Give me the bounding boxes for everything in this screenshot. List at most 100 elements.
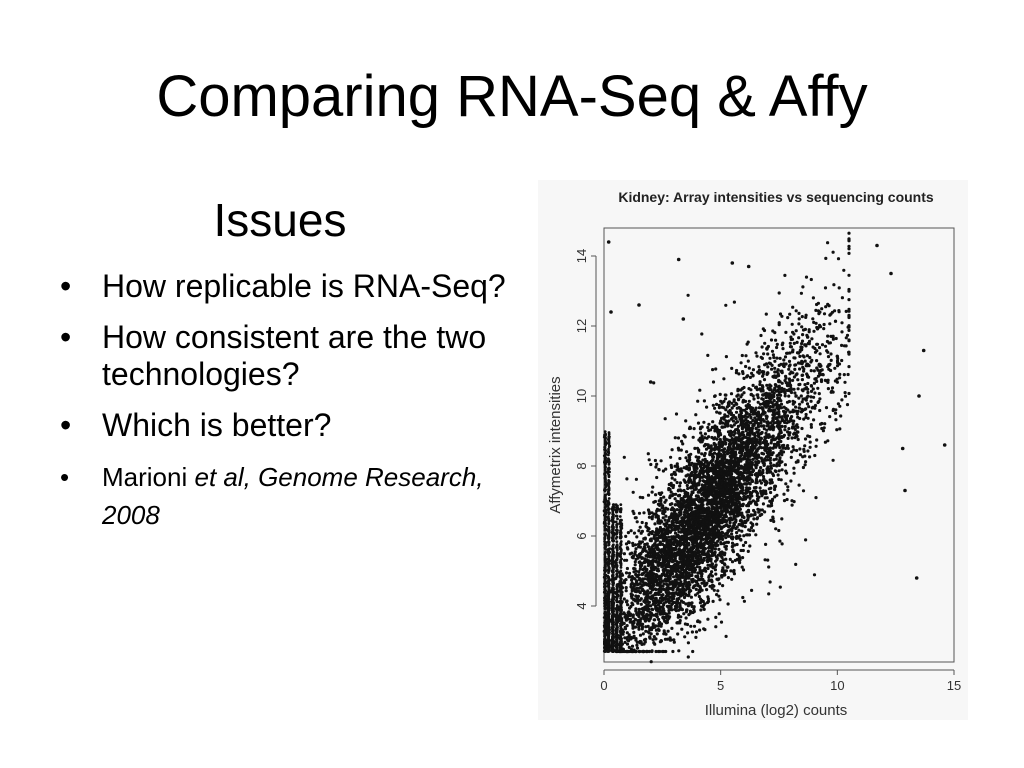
scatter-point <box>718 598 722 602</box>
scatter-point <box>767 409 771 413</box>
scatter-point <box>753 451 757 455</box>
scatter-point <box>676 436 681 440</box>
scatter-point <box>771 472 775 476</box>
scatter-point <box>673 472 678 477</box>
scatter-point <box>778 461 782 465</box>
scatter-point <box>768 427 772 431</box>
scatter-point <box>826 387 830 391</box>
scatter-point <box>657 628 661 632</box>
scatter-point <box>646 630 650 634</box>
scatter-point <box>730 508 735 512</box>
scatter-point <box>682 612 686 616</box>
scatter-point <box>804 275 809 279</box>
scatter-point <box>637 649 641 654</box>
scatter-point <box>647 617 651 621</box>
scatter-point <box>703 628 707 632</box>
scatter-point <box>758 382 762 387</box>
scatter-point <box>656 581 660 585</box>
bullet-dot: • <box>60 268 72 304</box>
scatter-point <box>816 374 820 378</box>
scatter-point <box>771 353 775 357</box>
scatter-point <box>805 354 809 358</box>
scatter-point <box>828 341 832 345</box>
scatter-point <box>635 535 639 539</box>
scatter-point <box>734 436 738 440</box>
scatter-point <box>658 620 662 624</box>
scatter-point <box>741 543 746 547</box>
scatter-point <box>701 517 705 521</box>
scatter-point <box>819 364 823 368</box>
scatter-point <box>672 540 676 544</box>
scatter-point <box>812 320 816 324</box>
scatter-point <box>755 354 759 358</box>
scatter-point <box>671 649 675 654</box>
scatter-point <box>703 451 707 456</box>
scatter-point <box>748 544 752 548</box>
scatter-point <box>754 533 758 537</box>
scatter-point <box>646 603 650 607</box>
scatter-point <box>761 475 766 479</box>
scatter-point <box>757 428 761 432</box>
scatter-point <box>644 521 648 526</box>
scatter-point <box>628 606 632 610</box>
scatter-point <box>668 615 672 619</box>
scatter-point <box>775 342 779 346</box>
scatter-point <box>708 500 712 504</box>
scatter-point <box>662 512 666 516</box>
scatter-point <box>783 424 787 429</box>
scatter-point <box>772 519 776 524</box>
scatter-point <box>798 402 802 406</box>
scatter-point <box>737 435 741 439</box>
scatter-point <box>714 460 718 464</box>
scatter-point <box>761 468 765 472</box>
scatter-point <box>684 456 688 460</box>
scatter-point <box>665 530 669 534</box>
scatter-point <box>667 592 671 596</box>
scatter-point <box>719 420 723 424</box>
scatter-point <box>689 473 693 477</box>
scatter-point <box>808 455 812 459</box>
scatter-point <box>722 377 726 381</box>
scatter-point <box>776 368 780 372</box>
scatter-point <box>731 525 735 529</box>
scatter-point <box>696 506 701 510</box>
scatter-point <box>673 604 677 609</box>
scatter-point <box>663 518 667 522</box>
scatter-point <box>664 544 668 548</box>
scatter-point <box>780 381 784 385</box>
scatter-point <box>675 597 680 601</box>
scatter-point <box>769 518 773 522</box>
scatter-point <box>726 410 730 414</box>
scatter-point <box>807 405 811 409</box>
scatter-point <box>634 569 638 573</box>
scatter-point <box>721 584 725 588</box>
scatter-point <box>724 408 728 412</box>
scatter-point <box>789 455 793 459</box>
scatter-point <box>690 630 694 634</box>
scatter-point <box>706 425 710 430</box>
scatter-point <box>808 445 812 449</box>
scatter-point <box>716 469 720 473</box>
scatter-point <box>755 522 759 526</box>
scatter-point <box>818 371 822 375</box>
scatter-point <box>670 599 674 603</box>
scatter-point <box>662 587 666 591</box>
scatter-point <box>670 476 674 480</box>
scatter-point <box>831 390 835 394</box>
scatter-point <box>679 467 683 471</box>
scatter-point <box>776 473 780 477</box>
scatter-point <box>671 483 676 488</box>
scatter-point <box>676 586 680 590</box>
scatter-point <box>797 483 801 487</box>
scatter-point <box>769 338 774 342</box>
scatter-point <box>698 628 702 632</box>
scatter-point <box>748 375 752 379</box>
scatter-point <box>717 428 722 433</box>
scatter-point <box>712 565 716 569</box>
scatter-point <box>632 511 636 516</box>
scatter-point <box>694 455 698 459</box>
scatter-point <box>759 481 764 485</box>
scatter-point <box>640 529 644 533</box>
scatter-point <box>752 397 756 401</box>
scatter-point <box>776 453 780 457</box>
